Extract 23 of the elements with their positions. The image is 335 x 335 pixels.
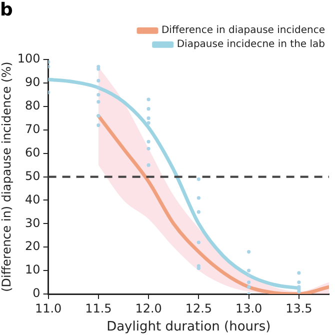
y-tick-label: 10 (25, 262, 40, 277)
line-series (96, 114, 329, 294)
chart-title: b (0, 0, 13, 20)
y-tick-label: 20 (25, 239, 40, 254)
y-tick-label: 0 (32, 286, 40, 300)
x-tick-label: 12.0 (135, 301, 162, 316)
y-axis-title: (Difference in) diapause incidence (%) (0, 62, 14, 292)
x-axis-title: Daylight duration (hours) (106, 320, 271, 335)
x-tick-label: 13.0 (235, 301, 262, 316)
y-tick-label: 90 (25, 75, 40, 90)
x-tick-label: 11.0 (34, 301, 62, 316)
legend-label: Difference in diapause incidence (161, 25, 325, 36)
y-tick-label: 50 (25, 168, 40, 183)
x-tick-label: 13.5 (286, 301, 312, 316)
y-tick-label: 100 (17, 52, 40, 66)
y-tick-label: 60 (25, 145, 40, 160)
legend-label: Diapause incidecne in the lab (176, 39, 326, 50)
y-tick-label: 40 (25, 192, 40, 206)
y-tick-label: 30 (25, 216, 40, 230)
x-tick-label: 12.5 (185, 301, 212, 316)
x-tick-label: 11.5 (85, 301, 112, 316)
y-tick-label: 80 (25, 98, 40, 113)
y-tick-label: 70 (25, 122, 40, 136)
